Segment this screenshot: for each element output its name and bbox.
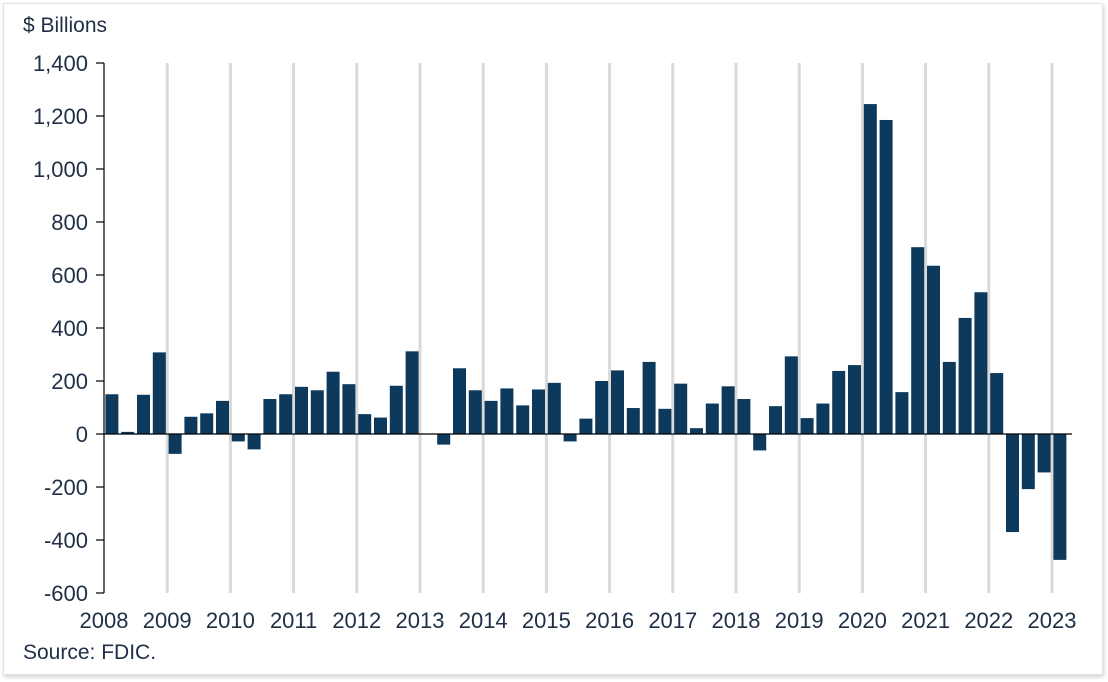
x-tick-label: 2012 [332, 608, 381, 633]
y-tick-label: 1,400 [33, 51, 88, 76]
x-tick-label: 2019 [775, 608, 824, 633]
bar [848, 365, 861, 434]
x-tick-label: 2015 [522, 608, 571, 633]
bar [942, 361, 956, 434]
bar [769, 406, 782, 434]
axes [96, 62, 1072, 594]
bar [453, 368, 466, 434]
bar [927, 265, 940, 434]
bar [1053, 434, 1067, 560]
x-tick-label: 2022 [964, 608, 1013, 633]
y-tick-label: 0 [76, 422, 88, 447]
y-tick-label: 800 [51, 210, 88, 235]
x-tick-label: 2010 [206, 608, 255, 633]
y-tick-label: -400 [44, 528, 88, 553]
x-tick-label: 2009 [143, 608, 192, 633]
x-tick-label: 2016 [585, 608, 634, 633]
bar [642, 361, 656, 434]
y-tick-label: -200 [44, 475, 88, 500]
x-tick-label: 2011 [270, 608, 317, 633]
x-tick-label: 2021 [901, 608, 950, 633]
x-tick-label: 2014 [459, 608, 508, 633]
bar [816, 403, 830, 434]
bar [958, 317, 972, 434]
bar [611, 370, 624, 434]
bar [690, 428, 703, 434]
bar [247, 434, 261, 450]
y-tick-label: 1,200 [33, 104, 88, 129]
x-tick-label: 2008 [80, 608, 129, 633]
bar [863, 104, 877, 434]
bar [579, 418, 593, 434]
y-tick-label: 200 [51, 369, 88, 394]
bar [121, 431, 135, 434]
x-tick-label: 2020 [838, 608, 887, 633]
bar [152, 352, 166, 434]
bar [342, 384, 356, 434]
bars [105, 104, 1067, 560]
bar [500, 388, 514, 434]
bar [310, 390, 324, 434]
bar-chart: 1,400 1,200 1,000 800 600 400 200 0 -200 -400 -600… [33, 51, 1077, 633]
bar [547, 382, 561, 434]
bar [216, 400, 229, 434]
bar [800, 418, 814, 434]
bar [200, 413, 214, 434]
bar [389, 385, 403, 434]
y-tick-label: 400 [51, 316, 88, 341]
bar [168, 434, 182, 454]
x-tick-label: 2017 [648, 608, 697, 633]
vertical-gridlines [165, 63, 1054, 593]
bar [626, 408, 640, 434]
bar [105, 394, 119, 434]
bar [184, 416, 198, 434]
bar [705, 403, 719, 434]
bar [674, 383, 688, 434]
y-axis-unit-label: $ Billions [23, 14, 108, 37]
bar [658, 408, 672, 434]
bar [326, 371, 340, 434]
y-tick-label: -600 [44, 581, 88, 606]
bar [532, 389, 545, 434]
bar [137, 394, 150, 434]
bar [374, 417, 387, 434]
bar [484, 400, 498, 434]
bar [295, 386, 308, 434]
x-tick-label: 2023 [1028, 608, 1077, 633]
bar [974, 292, 988, 434]
bar [895, 392, 909, 434]
bar [468, 390, 482, 434]
x-tick-label: 2018 [712, 608, 761, 633]
bar [405, 351, 419, 434]
bar [753, 434, 767, 451]
bar [911, 247, 925, 434]
bar [1006, 434, 1019, 533]
bar [879, 119, 893, 434]
bar [563, 434, 577, 442]
bar [1021, 434, 1035, 490]
bar [784, 356, 798, 434]
bar [231, 434, 245, 442]
x-tick-labels: 2008 2009 2010 2011 2012 2013 2014 2015 2016 2017… [80, 608, 1077, 633]
bar [832, 370, 846, 434]
bar [437, 434, 451, 445]
bar [263, 399, 277, 434]
bar [721, 386, 735, 434]
bar [737, 399, 751, 434]
bar [516, 405, 530, 434]
y-tick-label: 1,000 [33, 157, 88, 182]
source-note: Source: FDIC. [23, 641, 157, 664]
y-tick-labels: 1,400 1,200 1,000 800 600 400 200 0 -200 -400 -600 [33, 51, 88, 606]
bar [990, 373, 1004, 434]
x-tick-label: 2013 [396, 608, 445, 633]
chart-frame: $ Billions 1,400 1,200 1,000 800 600 400 200 0 -… [3, 3, 1103, 675]
y-tick-label: 600 [51, 263, 88, 288]
bar [1037, 434, 1051, 473]
bar [279, 394, 293, 434]
bar [358, 414, 372, 434]
bar [595, 381, 609, 434]
